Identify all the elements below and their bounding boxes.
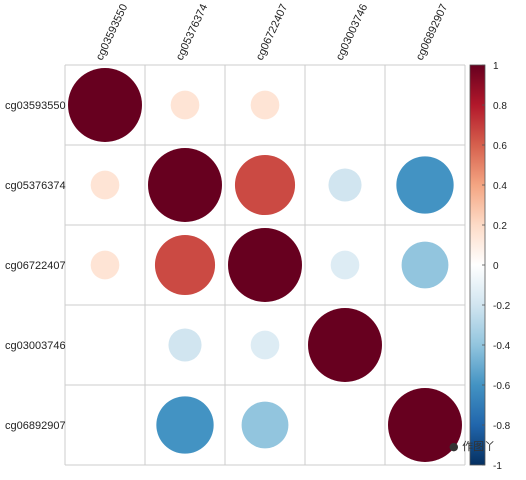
colorbar-tick-label: 1 — [493, 61, 499, 72]
row-label: cg05376374 — [5, 180, 66, 192]
row-label: cg03003746 — [5, 340, 66, 352]
column-label: cg03593550 — [94, 2, 130, 62]
colorbar-tick-label: -0.6 — [493, 381, 511, 392]
colorbar-tick-label: 0 — [493, 261, 499, 272]
correlation-circle — [234, 154, 296, 216]
colorbar-tick-label: -0.8 — [493, 421, 511, 432]
correlation-circle — [170, 90, 200, 120]
column-label: cg06892907 — [414, 2, 450, 62]
colorbar-tick-label: -1 — [493, 461, 502, 472]
watermark: ● 作图丫 — [449, 438, 495, 454]
row-label: cg06722407 — [5, 260, 66, 272]
correlation-circle — [156, 396, 214, 454]
watermark-text: 作图丫 — [462, 440, 496, 453]
colorbar-tick-label: 0.8 — [493, 101, 507, 112]
row-label: cg03593550 — [5, 100, 66, 112]
row-labels: cg03593550 cg05376374 cg06722407 cg03003746… — [5, 100, 66, 432]
correlation-circle — [68, 68, 142, 142]
grid — [64, 64, 466, 466]
colorbar-tick-label: 0.4 — [493, 181, 507, 192]
correlation-circle — [330, 250, 360, 280]
correlation-circle — [328, 168, 362, 202]
correlation-circles — [68, 68, 462, 462]
colorbar-tick-label: -0.4 — [493, 341, 511, 352]
colorbar-tick-label: 0.2 — [493, 221, 507, 232]
column-label: cg03003746 — [334, 2, 370, 62]
correlation-circle — [250, 330, 280, 360]
correlation-circle — [241, 401, 289, 449]
correlation-circle — [388, 388, 462, 462]
correlation-circle — [168, 328, 202, 362]
row-label: cg06892907 — [5, 420, 66, 432]
colorbar-tick-label: -0.2 — [493, 301, 511, 312]
correlation-circle — [401, 241, 449, 289]
correlation-circle — [308, 308, 382, 382]
column-label: cg06722407 — [254, 2, 290, 62]
correlation-circle — [90, 170, 120, 200]
correlation-circle — [90, 250, 120, 280]
colorbar: -1 -0.8 -0.6 -0.4 -0.2 0 0.2 0.4 0.6 0.8 1 — [469, 61, 511, 472]
wechat-icon: ● — [449, 440, 459, 453]
correlation-circle — [250, 90, 280, 120]
column-label: cg05376374 — [174, 2, 210, 62]
correlation-circle — [228, 228, 302, 302]
correlation-circle — [396, 156, 454, 214]
correlation-circle — [154, 234, 216, 296]
correlation-circle — [148, 148, 222, 222]
column-labels: cg03593550 cg05376374 cg06722407 cg03003746… — [94, 2, 450, 62]
colorbar-tick-label: 0.6 — [493, 141, 507, 152]
